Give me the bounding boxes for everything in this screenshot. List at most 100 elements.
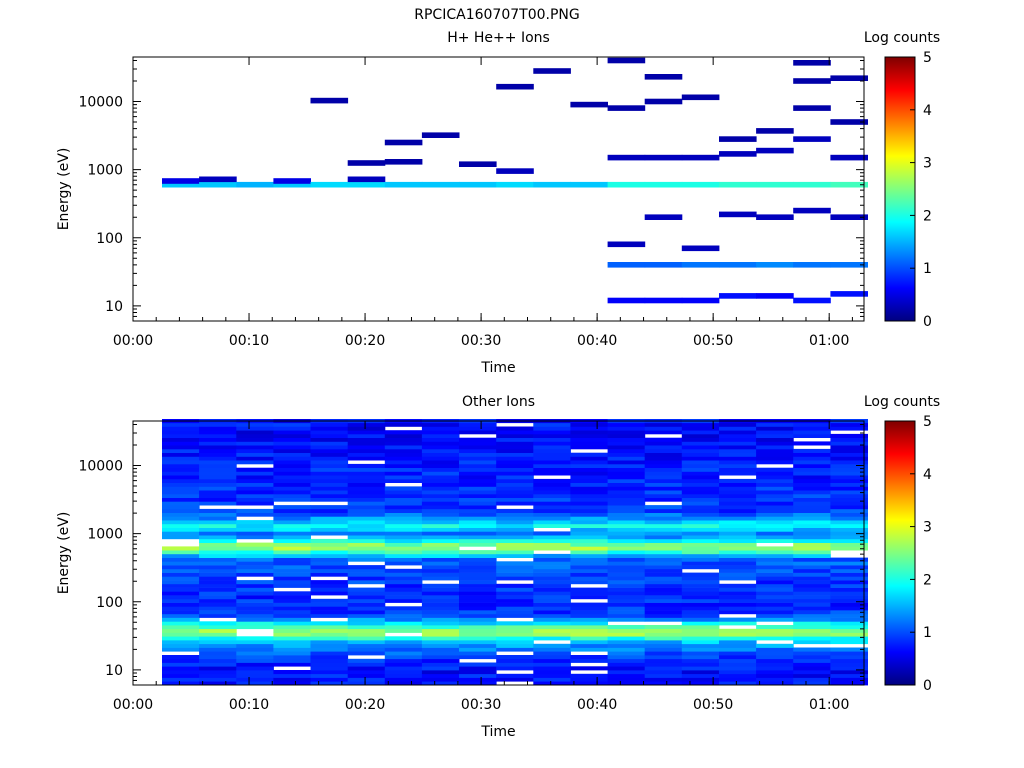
figure-title: RPCICA160707T00.PNG: [414, 7, 579, 23]
heatmap-cell: [273, 651, 311, 656]
heatmap-cell: [496, 576, 534, 581]
heatmap-cell: [421, 433, 460, 438]
heatmap-cell: [236, 677, 274, 682]
heatmap-cell: [570, 602, 608, 607]
heatmap-cell: [236, 673, 274, 678]
heatmap-cell: [236, 445, 274, 450]
heatmap-cell: [199, 591, 237, 596]
heatmap-cell: [199, 531, 237, 536]
y-tick-label: 100: [96, 595, 123, 611]
heatmap-cell: [421, 512, 460, 517]
heatmap-cell: [719, 670, 757, 675]
y-tick-label: 100: [96, 231, 123, 247]
heatmap-cell: [533, 445, 571, 450]
heatmap-cell: [793, 512, 831, 517]
heatmap-cell: [533, 516, 571, 521]
heatmap-cell: [162, 636, 200, 641]
heatmap-cell: [199, 632, 237, 637]
heatmap-cell: [236, 617, 274, 622]
heatmap-cell: [756, 602, 794, 607]
heatmap-cell: [236, 433, 274, 438]
heatmap-cell: [756, 527, 794, 532]
heatmap-cell: [533, 655, 571, 660]
heatmap-cell: [719, 643, 757, 648]
heatmap-cell: [236, 523, 274, 528]
heatmap-cell: [459, 512, 497, 517]
heatmap-cell: [607, 516, 646, 521]
heatmap-cell: [681, 670, 720, 675]
heatmap-cell: [793, 542, 831, 547]
heatmap-cell: [756, 598, 794, 603]
heatmap-cell: [236, 613, 274, 618]
heatmap-cell: [273, 527, 311, 532]
heatmap-cell: [496, 486, 534, 491]
heatmap-cell: [236, 426, 274, 431]
heatmap-cell: [719, 430, 757, 435]
heatmap-cell: [310, 565, 349, 570]
heatmap-cell: [830, 512, 868, 517]
heatmap-cell: [236, 606, 274, 611]
heatmap-cell: [310, 587, 349, 592]
heatmap-cell: [162, 546, 200, 551]
heatmap-cell: [384, 647, 423, 652]
heatmap-cell: [236, 531, 274, 536]
heatmap-cell: [570, 101, 608, 108]
heatmap-cell: [310, 677, 349, 682]
heatmap-cell: [162, 583, 200, 588]
x-tick-label: 00:10: [229, 697, 269, 713]
heatmap-cell: [421, 520, 460, 525]
heatmap-cell: [347, 448, 386, 453]
heatmap-cell: [310, 557, 349, 562]
heatmap-cell: [347, 628, 386, 633]
heatmap-cell: [830, 445, 868, 450]
heatmap-cell: [607, 523, 646, 528]
heatmap-cell: [384, 643, 423, 648]
heatmap-cell: [793, 460, 831, 465]
heatmap-cell: [719, 576, 757, 581]
heatmap-cell: [830, 632, 868, 637]
heatmap-cell: [236, 643, 274, 648]
heatmap-cell: [570, 628, 608, 633]
heatmap-cell: [681, 508, 720, 513]
heatmap-cell: [570, 681, 608, 686]
heatmap-cell: [793, 681, 831, 686]
heatmap-cell: [236, 437, 274, 442]
heatmap-cell: [421, 666, 460, 671]
heatmap-cell: [199, 467, 237, 472]
heatmap-cell: [347, 160, 386, 166]
heatmap-cell: [421, 493, 460, 498]
heatmap-cell: [236, 625, 274, 630]
heatmap-cell: [607, 460, 646, 465]
heatmap-cell: [421, 617, 460, 622]
heatmap-cell: [719, 628, 757, 633]
heatmap-cell: [793, 651, 831, 656]
heatmap-cell: [347, 433, 386, 438]
heatmap-cell: [273, 452, 311, 457]
x-tick-label: 00:00: [113, 697, 153, 713]
heatmap-cell: [421, 181, 460, 188]
heatmap-cell: [347, 520, 386, 525]
heatmap-cell: [533, 561, 571, 566]
heatmap-cell: [421, 625, 460, 630]
heatmap-cell: [607, 636, 646, 641]
heatmap-cell: [273, 516, 311, 521]
heatmap-cell: [236, 546, 274, 551]
heatmap-cell: [199, 666, 237, 671]
heatmap-cell: [459, 628, 497, 633]
heatmap-cell: [384, 508, 423, 513]
heatmap-cell: [199, 572, 237, 577]
heatmap-cell: [384, 441, 423, 446]
heatmap-cell: [607, 610, 646, 615]
heatmap-cell: [199, 176, 237, 183]
heatmap-cell: [310, 621, 349, 626]
heatmap-cell: [756, 655, 794, 660]
heatmap-cell: [199, 613, 237, 618]
heatmap-cell: [384, 651, 423, 656]
heatmap-cell: [719, 211, 757, 218]
heatmap-cell: [533, 520, 571, 525]
heatmap-cell: [719, 262, 757, 268]
y-tick-label: 1000: [87, 163, 123, 179]
heatmap-cell: [830, 658, 868, 663]
heatmap-cell: [793, 105, 831, 111]
heatmap-cell: [162, 625, 200, 630]
